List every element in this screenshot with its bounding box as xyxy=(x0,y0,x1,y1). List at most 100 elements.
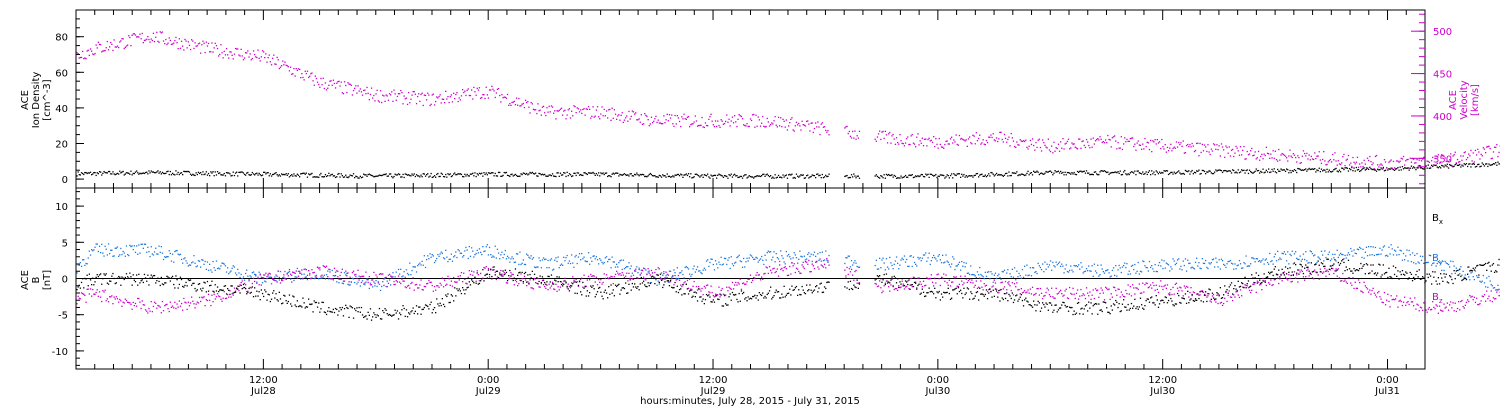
by-point xyxy=(1170,266,1172,268)
by-point xyxy=(594,258,596,260)
by-point xyxy=(1106,269,1108,271)
by-point xyxy=(225,271,228,273)
velocity-point xyxy=(881,131,883,133)
by-point xyxy=(1442,260,1444,263)
velocity-point xyxy=(1219,155,1221,157)
by-point xyxy=(528,256,530,258)
bz-point xyxy=(373,271,375,274)
velocity-point xyxy=(260,56,262,58)
by-point xyxy=(1473,278,1475,281)
by-point xyxy=(406,272,409,275)
bz-point xyxy=(278,276,280,279)
density-point xyxy=(541,173,544,175)
bz-point xyxy=(415,283,418,286)
velocity-point xyxy=(329,80,331,82)
density-point xyxy=(1228,170,1230,172)
bz-point xyxy=(411,281,413,284)
velocity-point xyxy=(1374,155,1377,158)
density-point xyxy=(1243,169,1245,171)
velocity-point xyxy=(412,91,414,93)
velocity-point xyxy=(508,104,510,106)
density-point xyxy=(683,174,685,176)
velocity-tick-label: 450 xyxy=(1433,70,1452,81)
by-point xyxy=(460,252,463,254)
by-point xyxy=(1007,269,1009,271)
density-point xyxy=(511,173,513,175)
density-point xyxy=(1401,166,1404,168)
velocity-point xyxy=(1000,131,1002,133)
velocity-point xyxy=(345,84,347,87)
velocity-point xyxy=(314,75,316,77)
velocity-point xyxy=(168,37,170,39)
density-point xyxy=(476,173,478,175)
bz-point xyxy=(76,303,78,305)
velocity-point xyxy=(915,146,917,148)
velocity-point xyxy=(1085,138,1088,141)
density-point xyxy=(1495,162,1497,164)
density-point xyxy=(1084,172,1087,174)
velocity-point xyxy=(544,112,546,114)
density-point xyxy=(825,174,827,176)
by-point xyxy=(1146,267,1148,269)
by-point xyxy=(394,276,396,278)
by-point xyxy=(82,259,84,261)
density-point xyxy=(568,173,571,175)
density-point xyxy=(567,175,569,177)
bz-point xyxy=(327,276,329,278)
bz-point xyxy=(238,289,240,292)
bz-point xyxy=(288,269,291,271)
by-point xyxy=(1446,263,1448,265)
by-point xyxy=(257,276,259,278)
by-point xyxy=(1057,262,1060,265)
by-point xyxy=(1333,257,1335,259)
by-point xyxy=(1125,266,1127,269)
by-point xyxy=(637,272,639,274)
velocity-point xyxy=(980,143,982,145)
by-point xyxy=(400,268,402,270)
velocity-point xyxy=(828,134,830,136)
by-point xyxy=(925,252,927,254)
velocity-tick-label: 500 xyxy=(1433,27,1452,38)
density-point xyxy=(940,174,943,176)
by-point xyxy=(469,255,472,257)
velocity-point xyxy=(1433,164,1435,166)
by-point xyxy=(726,263,728,266)
velocity-tick-label: 350 xyxy=(1433,154,1452,165)
density-point xyxy=(662,174,664,176)
by-point xyxy=(500,254,502,256)
bz-point xyxy=(263,277,265,279)
bz-point xyxy=(84,294,86,296)
by-point xyxy=(124,255,126,257)
by-point xyxy=(549,259,551,261)
by-point xyxy=(1167,264,1170,266)
by-point xyxy=(1398,253,1400,256)
density-point xyxy=(575,174,577,177)
velocity-point xyxy=(1473,161,1475,163)
bz-point xyxy=(221,300,223,302)
density-point xyxy=(370,174,373,177)
by-point xyxy=(1353,249,1355,251)
density-point xyxy=(1072,173,1074,175)
density-point xyxy=(312,176,314,178)
velocity-point xyxy=(902,143,904,145)
bz-point xyxy=(178,300,180,302)
velocity-point xyxy=(1162,146,1164,148)
by-point xyxy=(532,257,535,259)
by-point xyxy=(1343,258,1345,260)
by-point xyxy=(258,271,260,273)
velocity-point xyxy=(363,89,365,92)
density-point xyxy=(999,174,1001,176)
by-point xyxy=(632,274,635,276)
density-point xyxy=(1378,169,1380,171)
density-point xyxy=(658,174,660,177)
velocity-point xyxy=(1106,142,1108,144)
bz-point xyxy=(359,276,361,278)
density-point xyxy=(994,174,997,176)
by-point xyxy=(519,251,521,253)
velocity-point xyxy=(1404,164,1406,166)
density-point xyxy=(1037,171,1039,173)
by-point xyxy=(95,243,97,245)
bz-point xyxy=(406,285,409,287)
velocity-point xyxy=(175,36,177,39)
density-point xyxy=(783,176,785,178)
